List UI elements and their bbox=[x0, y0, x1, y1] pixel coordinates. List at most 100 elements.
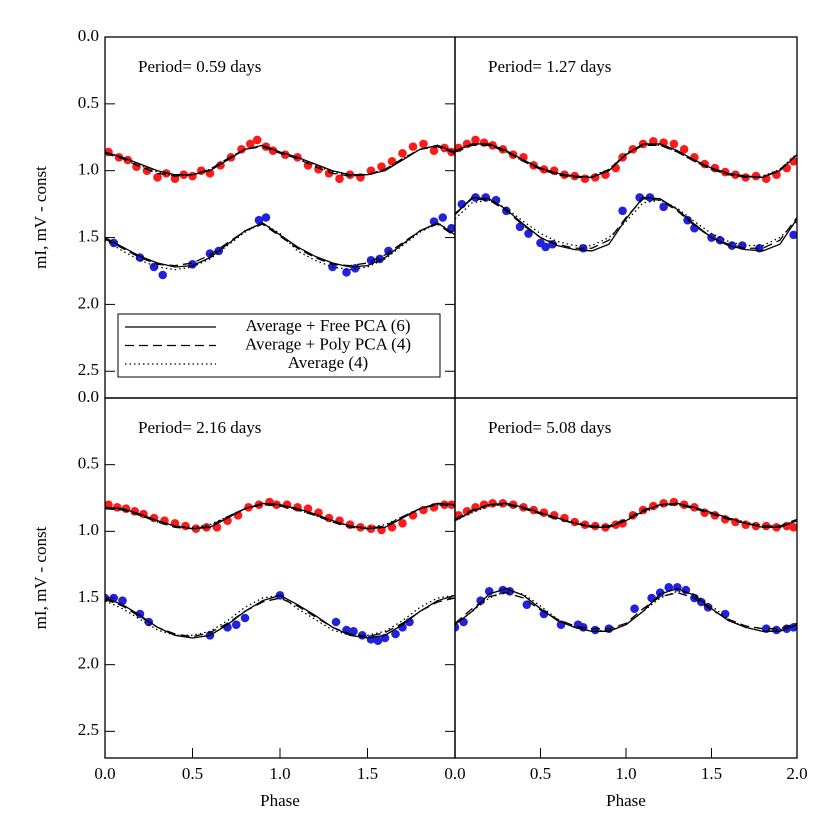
data-point bbox=[240, 613, 250, 623]
data-point bbox=[522, 600, 532, 609]
data-point bbox=[391, 629, 400, 639]
panel-title: Period= 1.27 days bbox=[488, 57, 611, 76]
data-point bbox=[476, 596, 485, 605]
data-point bbox=[630, 604, 639, 613]
data-point bbox=[118, 596, 127, 605]
curve bbox=[105, 504, 455, 530]
data-point bbox=[419, 139, 428, 149]
plot-area bbox=[105, 135, 455, 280]
legend-label: Average (4) bbox=[288, 353, 368, 372]
panel-title: Period= 0.59 days bbox=[138, 57, 261, 76]
data-point bbox=[335, 174, 344, 184]
plot-area bbox=[455, 135, 797, 253]
plot-area bbox=[455, 497, 797, 635]
x-tick-label: 1.5 bbox=[701, 764, 722, 783]
y-tick-label: 2.0 bbox=[78, 293, 99, 312]
data-point bbox=[669, 139, 679, 149]
data-point bbox=[188, 171, 197, 181]
data-point bbox=[488, 499, 497, 508]
y-tick-label: 2.5 bbox=[78, 720, 99, 739]
y-tick-label: 1.0 bbox=[78, 160, 99, 179]
data-point bbox=[170, 174, 180, 184]
data-point bbox=[727, 241, 737, 250]
y-tick-label: 0.5 bbox=[78, 93, 99, 112]
y-axis-label: mI, mV - const bbox=[31, 166, 50, 269]
y-tick-label: 2.0 bbox=[78, 654, 99, 673]
x-tick-label: 1.0 bbox=[269, 764, 290, 783]
data-point bbox=[161, 169, 171, 178]
data-point bbox=[455, 623, 460, 632]
data-point bbox=[149, 262, 159, 272]
data-point bbox=[373, 636, 383, 645]
curve bbox=[455, 198, 797, 249]
curve bbox=[455, 196, 797, 252]
data-point bbox=[405, 617, 414, 627]
data-point bbox=[158, 270, 168, 280]
x-tick-label: 0.5 bbox=[182, 764, 203, 783]
x-axis-label: Phase bbox=[606, 791, 646, 810]
data-point bbox=[261, 213, 271, 222]
x-tick-label: 0.0 bbox=[94, 764, 115, 783]
y-axis-label: mI, mV - const bbox=[31, 526, 50, 629]
curve bbox=[455, 504, 797, 527]
data-point bbox=[515, 222, 525, 232]
data-point bbox=[398, 149, 407, 158]
panel: 0.0 0.5 1.0 1.5 2.0 2.5 0.0 0.5 1.0 1.5 Period= 2.… bbox=[31, 387, 456, 810]
curve bbox=[455, 591, 797, 630]
x-tick-label: 1.0 bbox=[615, 764, 636, 783]
data-point bbox=[429, 146, 439, 155]
data-point bbox=[789, 230, 797, 240]
legend-label: Average + Free PCA (6) bbox=[245, 316, 410, 335]
panel-frame bbox=[104, 397, 456, 759]
data-point bbox=[237, 145, 246, 154]
x-tick-label: 2.0 bbox=[786, 764, 807, 783]
curve bbox=[105, 222, 455, 271]
panel-frame bbox=[454, 397, 798, 759]
plot-area bbox=[105, 497, 455, 645]
curve bbox=[105, 502, 455, 530]
data-point bbox=[254, 215, 264, 225]
data-point bbox=[245, 139, 255, 149]
data-point bbox=[659, 202, 668, 212]
curve bbox=[105, 594, 455, 636]
x-axis-label: Phase bbox=[260, 791, 300, 810]
curve bbox=[455, 199, 797, 247]
data-point bbox=[789, 523, 797, 532]
panel: 0.0 0.5 1.0 1.5 2.0 Period= 5.08 days Phase bbox=[444, 397, 808, 810]
panel-title: Period= 2.16 days bbox=[138, 418, 261, 437]
data-point bbox=[659, 499, 668, 508]
curve bbox=[105, 144, 455, 177]
data-point bbox=[252, 135, 262, 145]
data-point bbox=[696, 597, 706, 607]
y-tick-label: 1.5 bbox=[78, 587, 99, 606]
legend-label: Average + Poly PCA (4) bbox=[245, 334, 411, 353]
curve bbox=[455, 587, 797, 632]
data-point bbox=[655, 588, 665, 597]
data-point bbox=[541, 242, 550, 252]
x-tick-label: 0.5 bbox=[530, 764, 551, 783]
data-point bbox=[664, 583, 674, 592]
x-tick-label: 1.5 bbox=[357, 764, 378, 783]
data-point bbox=[342, 268, 351, 277]
panel: 0.0 0.5 1.0 1.5 2.0 2.5 Period= 0.59 days mI, m… bbox=[31, 26, 456, 399]
y-tick-label: 2.5 bbox=[78, 360, 99, 379]
curve bbox=[455, 144, 797, 179]
curve bbox=[105, 223, 455, 267]
data-point bbox=[324, 169, 334, 178]
panel-title: Period= 5.08 days bbox=[488, 418, 611, 437]
data-point bbox=[408, 142, 418, 151]
y-tick-label: 0.5 bbox=[78, 454, 99, 473]
data-point bbox=[438, 213, 448, 222]
y-tick-label: 0.0 bbox=[78, 387, 99, 406]
curve bbox=[105, 144, 455, 176]
data-point bbox=[590, 625, 600, 635]
y-tick-label: 1.0 bbox=[78, 520, 99, 539]
data-point bbox=[105, 500, 113, 509]
y-tick-label: 1.5 bbox=[78, 226, 99, 245]
data-point bbox=[618, 206, 627, 216]
y-tick-label: 0.0 bbox=[78, 26, 99, 45]
data-point bbox=[153, 173, 162, 182]
data-point bbox=[471, 135, 480, 145]
data-point bbox=[398, 519, 407, 528]
